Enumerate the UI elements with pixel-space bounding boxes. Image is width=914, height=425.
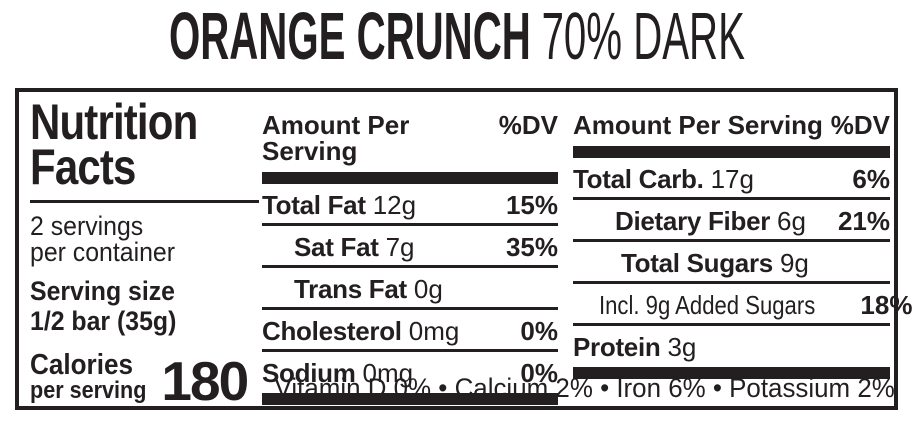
thick-rule xyxy=(262,172,558,184)
nutrient-label: Trans Fat xyxy=(294,274,407,304)
calories-value: 180 xyxy=(161,350,249,413)
panel-right-column: Amount Per Serving %DV Total Carb. 17g 6%… xyxy=(573,110,912,379)
serving-size: Serving size 1/2 bar (35g) xyxy=(30,277,243,335)
nutrient-row-cholesterol: Cholesterol 0mg 0% xyxy=(262,310,558,352)
product-title: ORANGE CRUNCH 70% DARK xyxy=(0,3,914,70)
header-dv: %DV xyxy=(830,110,890,140)
servings-line1: 2 servings xyxy=(30,211,144,241)
nutrient-row-total-carb: Total Carb. 17g 6% xyxy=(573,158,890,200)
nutrient-dv: 0% xyxy=(520,316,558,346)
calories-label: Calories per serving xyxy=(30,348,147,405)
calories-label-line2: per serving xyxy=(30,377,147,405)
nutrient-row-sat-fat: Sat Fat 7g 35% xyxy=(262,226,558,268)
nutrient-label: Cholesterol xyxy=(262,316,402,346)
nutrient-row-total-sugars: Total Sugars 9g xyxy=(573,242,890,284)
nutrient-row-dietary-fiber: Dietary Fiber 6g 21% xyxy=(573,200,890,242)
servings-per-container: 2 servings per container xyxy=(30,211,243,268)
nutrient-row-added-sugars: Incl. 9g Added Sugars 18% xyxy=(573,284,912,326)
nutrient-row-protein: Protein 3g xyxy=(573,326,890,367)
nutrient-label: Sodium xyxy=(262,358,356,388)
nutrition-facts-panel: Nutrition Facts 2 servings per container… xyxy=(15,88,912,413)
thick-rule xyxy=(262,393,558,405)
nutrient-value: 7g xyxy=(385,232,415,262)
nutrient-dv: 18% xyxy=(860,290,913,320)
nutrient-label: Total Carb. xyxy=(573,164,704,194)
nutrient-dv: 0% xyxy=(520,358,558,388)
amount-per-serving-header: Amount Per Serving %DV xyxy=(573,110,890,146)
nutrient-value: 17g xyxy=(710,164,754,194)
servings-line2: per container xyxy=(30,237,176,268)
header-dv: %DV xyxy=(498,110,558,140)
nutrient-label: Total Fat xyxy=(262,190,366,220)
nutrient-dv: 35% xyxy=(505,232,558,262)
nutrient-value: 0g xyxy=(413,274,443,304)
serving-size-label: Serving size xyxy=(30,276,175,307)
nutrient-row-sodium: Sodium 0mg 0% xyxy=(262,352,558,393)
header-label: Amount Per Serving xyxy=(573,110,823,140)
nutrient-label: Dietary Fiber xyxy=(615,206,771,236)
nutrient-label: Incl. 9g Added Sugars xyxy=(599,290,816,320)
nutrition-facts-heading-line2: Facts xyxy=(30,139,136,195)
nutrient-label: Sat Fat xyxy=(294,232,379,262)
nutrient-label: Protein xyxy=(573,332,661,362)
nutrient-value: 0mg xyxy=(362,358,414,388)
nutrient-dv: 6% xyxy=(852,164,890,194)
product-title-text: ORANGE CRUNCH 70% DARK xyxy=(169,3,745,70)
nutrient-label: Total Sugars xyxy=(621,248,773,278)
vitamins-footer: Vitamin D 0% • Calcium 2% • Iron 6% • Po… xyxy=(274,373,895,403)
nutrient-row-total-fat: Total Fat 12g 15% xyxy=(262,184,558,226)
thick-rule xyxy=(573,146,890,158)
nutrient-value: 6g xyxy=(777,206,806,236)
product-variant: 70% DARK xyxy=(541,0,745,74)
nutrient-value: 3g xyxy=(667,332,697,362)
nutrient-dv: 15% xyxy=(505,190,558,220)
nutrient-value: 12g xyxy=(372,190,417,220)
nutrient-value: 0mg xyxy=(408,316,460,346)
amount-per-serving-header: Amount Per Serving %DV xyxy=(262,110,558,172)
thick-rule xyxy=(573,367,890,379)
heading-divider xyxy=(30,200,259,203)
panel-left-column: Nutrition Facts 2 servings per container… xyxy=(30,94,262,413)
header-label: Amount Per Serving xyxy=(262,110,410,166)
calories-label-line1: Calories xyxy=(30,348,134,381)
product-name: ORANGE CRUNCH xyxy=(169,0,531,74)
serving-size-value: 1/2 bar (35g) xyxy=(30,305,177,336)
nutrient-row-trans-fat: Trans Fat 0g xyxy=(262,268,558,310)
panel-middle-column: Amount Per Serving %DV Total Fat 12g 15% … xyxy=(262,110,558,405)
nutrition-facts-heading-line1: Nutrition xyxy=(30,94,198,150)
nutrient-dv: 21% xyxy=(837,206,890,236)
nutrient-value: 9g xyxy=(779,248,809,278)
calories-row: Calories per serving 180 xyxy=(30,348,262,413)
